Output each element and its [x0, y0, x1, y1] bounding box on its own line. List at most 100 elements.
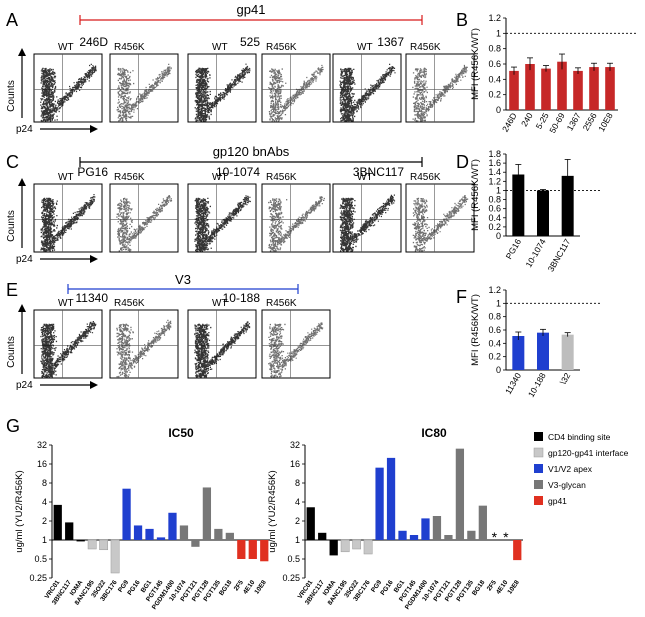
cell-events — [339, 63, 396, 122]
bar — [444, 535, 453, 540]
bar — [525, 64, 535, 110]
panel-letter: F — [456, 287, 467, 307]
bar — [363, 539, 373, 555]
plot-label-antibody: PG16 — [77, 165, 108, 179]
plot-label-antibody: 10-188 — [223, 291, 261, 305]
y-tick-label: 0.25 — [29, 573, 47, 583]
bar — [214, 528, 223, 540]
y-tick-label: 8 — [42, 478, 47, 488]
bar — [340, 539, 350, 553]
legend-swatch — [534, 496, 543, 505]
legend-swatch — [533, 447, 544, 458]
cell-events — [40, 321, 97, 378]
x-axis-label: p24 — [16, 124, 33, 135]
x-tick-label: BG18 — [218, 579, 234, 597]
bar — [168, 512, 177, 540]
y-tick-label: 8 — [295, 478, 300, 488]
plot-label-wt: WT — [212, 298, 228, 309]
cell-events — [194, 63, 251, 122]
plot-label-mutant: R456K — [114, 298, 145, 309]
y-axis-label: MFI (R456K/WT) — [470, 28, 481, 100]
panel-letter: A — [6, 10, 18, 30]
counts-arrow-head — [18, 178, 26, 186]
legend-label: gp41 — [548, 496, 567, 506]
bar — [512, 336, 525, 370]
bar — [133, 525, 143, 540]
bar — [375, 467, 384, 540]
bar — [329, 540, 338, 556]
bar — [561, 334, 574, 370]
flow-plot-wt — [187, 53, 257, 123]
y-tick-label: 32 — [290, 440, 300, 450]
plot-label-mutant: R456K — [410, 42, 441, 53]
cell-events — [116, 319, 172, 378]
plot-label-mutant: R456K — [410, 172, 441, 183]
plot-label-antibody: 246D — [79, 35, 108, 49]
not-determined-mark: * — [503, 529, 509, 545]
legend-label: CD4 binding site — [548, 432, 611, 442]
bar — [179, 525, 189, 540]
plot-label-wt: WT — [58, 172, 74, 183]
chart-title: IC50 — [168, 426, 194, 440]
x-tick-label: 10E8 — [253, 579, 268, 596]
cell-events — [40, 194, 96, 252]
y-tick-label: 1.4 — [488, 167, 501, 177]
plot-label-antibody: 3BNC117 — [353, 165, 404, 179]
y-tick-label: 0.2 — [488, 90, 501, 100]
flow-plot-mutant — [109, 309, 179, 379]
plot-label-mutant: R456K — [114, 42, 145, 53]
bracket-label: gp41 — [237, 2, 266, 17]
legend-label: V3-glycan — [548, 480, 586, 490]
plot-label-mutant: R456K — [114, 172, 145, 183]
bar — [509, 70, 519, 110]
legend-swatch — [534, 464, 543, 473]
y-tick-label: 0.4 — [488, 338, 501, 348]
plot-label-wt: WT — [58, 42, 74, 53]
panel-letter: D — [456, 152, 469, 172]
y-tick-label: 1 — [496, 28, 501, 38]
bar — [421, 518, 430, 540]
legend-swatch — [534, 480, 543, 489]
plot-label-mutant: R456K — [266, 42, 297, 53]
plot-label-antibody: 10-1074 — [216, 165, 260, 179]
y-tick-label: 0 — [496, 365, 501, 375]
cell-events — [268, 196, 325, 252]
y-tick-label: 0.5 — [287, 554, 300, 564]
y-tick-label: 1 — [496, 185, 501, 195]
y-axis-label: ug/ml (YU2/R456K) — [14, 470, 25, 552]
bar — [605, 67, 615, 110]
y-tick-label: 0 — [496, 105, 501, 115]
y-tick-label: 1.8 — [488, 149, 501, 159]
cell-events — [40, 63, 97, 122]
bar — [318, 532, 327, 540]
plot-label-wt: WT — [357, 172, 373, 183]
bar — [99, 539, 109, 551]
y-tick-label: 0.8 — [488, 44, 501, 54]
bar — [455, 448, 465, 540]
y-axis-label: Counts — [6, 336, 17, 368]
bar — [306, 507, 315, 540]
x-tick-label: \32 — [558, 371, 573, 386]
y-tick-label: 0.4 — [488, 213, 501, 223]
y-tick-label: 2 — [42, 516, 47, 526]
bar — [537, 332, 549, 370]
x-tick-label: 10-1074 — [523, 237, 547, 269]
bar — [87, 539, 97, 550]
panel-letter: C — [6, 152, 19, 172]
flow-plot-wt — [33, 53, 103, 123]
y-tick-label: 0.8 — [488, 312, 501, 322]
cell-events — [268, 64, 324, 122]
p24-arrow-head — [90, 125, 98, 133]
flow-plot-mutant — [261, 53, 331, 123]
bar — [512, 174, 525, 236]
bar — [110, 539, 120, 574]
flow-plot-mutant — [261, 183, 331, 253]
y-tick-label: 16 — [290, 459, 300, 469]
x-tick-label: 10E8 — [506, 579, 521, 596]
y-tick-label: 0.2 — [488, 222, 501, 232]
